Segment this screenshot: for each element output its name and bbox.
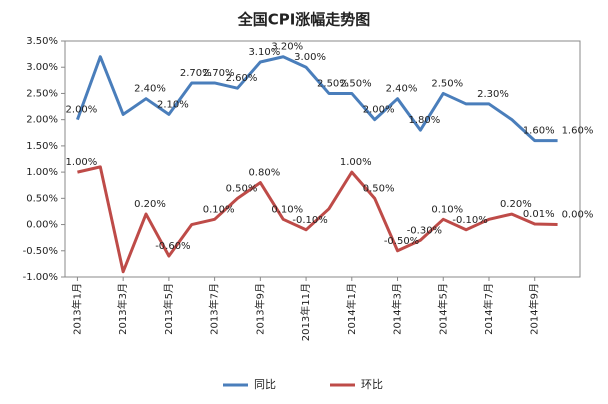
data-label: 1.60% [523,126,555,137]
data-label: 3.20% [271,42,303,53]
data-label: 1.00% [66,157,98,168]
data-label: 0.10% [271,204,303,215]
data-label: 2.60% [226,73,258,84]
y-tick-label: 2.00% [26,115,58,126]
x-tick-label: 2014年1月 [345,283,358,335]
x-tick-label: 2013年7月 [208,283,221,335]
data-label: 0.10% [203,204,235,215]
data-label: -0.60% [155,241,190,252]
series-line [76,55,558,143]
data-label: 0.20% [500,199,532,210]
y-tick-label: 0.00% [26,220,58,231]
data-label: 2.50% [317,78,349,89]
data-label: 0.20% [134,199,166,210]
y-tick-label: 2.50% [26,88,58,99]
data-label: 3.10% [248,47,280,58]
data-label: 0.01% [523,209,555,220]
y-tick-label: -1.00% [23,272,58,283]
data-label: 2.50% [431,78,463,89]
data-label: 2.00% [363,105,395,116]
data-label: 2.70% [180,68,212,79]
chart-title: 全国CPI涨幅走势图 [237,11,371,29]
data-label: -0.50% [384,236,419,247]
legend-label: 同比 [254,378,276,391]
y-tick-label: 3.00% [26,62,58,73]
data-label: 0.80% [248,168,280,179]
x-tick-label: 2014年9月 [528,283,541,335]
y-tick-label: 1.50% [26,141,58,152]
x-tick-label: 2013年5月 [162,283,175,335]
data-label: 2.10% [157,99,189,110]
data-label: 1.60% [562,126,594,137]
data-label: 2.50% [340,78,372,89]
legend-label: 环比 [361,378,383,391]
x-tick-label: 2013年3月 [116,283,129,335]
data-label: -0.10% [452,215,487,226]
data-label: 1.00% [340,157,372,168]
x-tick-label: 2013年1月 [70,283,83,335]
data-label: 2.70% [203,68,235,79]
x-tick-label: 2014年5月 [436,283,449,335]
data-label: -0.30% [407,225,442,236]
data-label: 2.40% [386,84,418,95]
data-label: 2.40% [134,84,166,95]
x-tick-label: 2014年3月 [391,283,404,335]
y-tick-label: 3.50% [26,36,58,47]
x-tick-label: 2014年7月 [482,283,495,335]
plot-frame [64,40,581,278]
y-tick-label: 0.50% [26,193,58,204]
data-label: 2.00% [66,105,98,116]
x-tick-label: 2013年11月 [299,283,312,341]
x-tick-label: 2013年9月 [253,283,266,335]
y-tick-label: -0.50% [23,246,58,257]
series-line [77,165,558,274]
data-label: 1.80% [408,115,440,126]
y-tick-label: 1.00% [26,167,58,178]
data-label: 3.00% [294,52,326,63]
data-label: 0.50% [226,183,258,194]
data-label: 2.30% [477,89,509,100]
data-label: 0.10% [431,204,463,215]
data-label: 0.50% [363,183,395,194]
data-label: -0.10% [292,215,327,226]
data-label: 0.00% [562,210,594,221]
